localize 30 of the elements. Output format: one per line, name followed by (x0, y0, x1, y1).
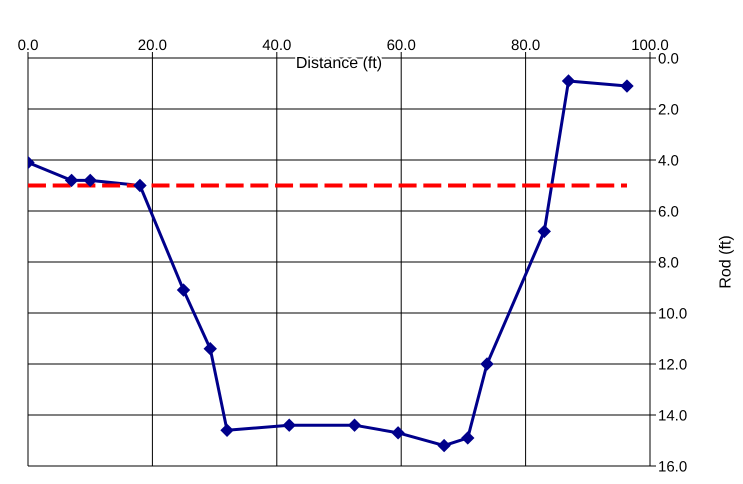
point (282, 418, 296, 432)
point (177, 284, 190, 297)
y-tick-label: 8.0 (658, 254, 679, 272)
point (392, 426, 405, 440)
y-tick-label: 10.0 (658, 305, 688, 322)
x-tick-label: 40.0 (262, 37, 292, 54)
point (348, 418, 362, 432)
y-tick-label: 14.0 (658, 407, 688, 424)
point (562, 74, 576, 88)
x-axis-title: Distance (ft) (296, 55, 382, 72)
point (204, 342, 217, 356)
x-tick-label: 20.0 (138, 37, 167, 54)
point (65, 174, 78, 187)
point (438, 439, 451, 452)
point (84, 174, 97, 187)
point (480, 358, 494, 370)
y-tick-label: 16.0 (658, 458, 688, 476)
x-tick-label: 80.0 (511, 37, 540, 54)
point (620, 80, 634, 93)
y-tick-label: 12.0 (658, 356, 688, 374)
y-tick-label: 6.0 (658, 203, 679, 220)
point (220, 424, 234, 437)
x-tick-label: 60.0 (386, 37, 416, 54)
point (538, 224, 551, 238)
y-axis-title: Rod (ft) (718, 235, 735, 289)
point (133, 179, 146, 192)
y-tick-label: 4.0 (658, 152, 679, 170)
point (461, 431, 474, 444)
x-tick-label: 0.0 (18, 37, 38, 54)
y-tick-label: 2.0 (658, 101, 679, 118)
